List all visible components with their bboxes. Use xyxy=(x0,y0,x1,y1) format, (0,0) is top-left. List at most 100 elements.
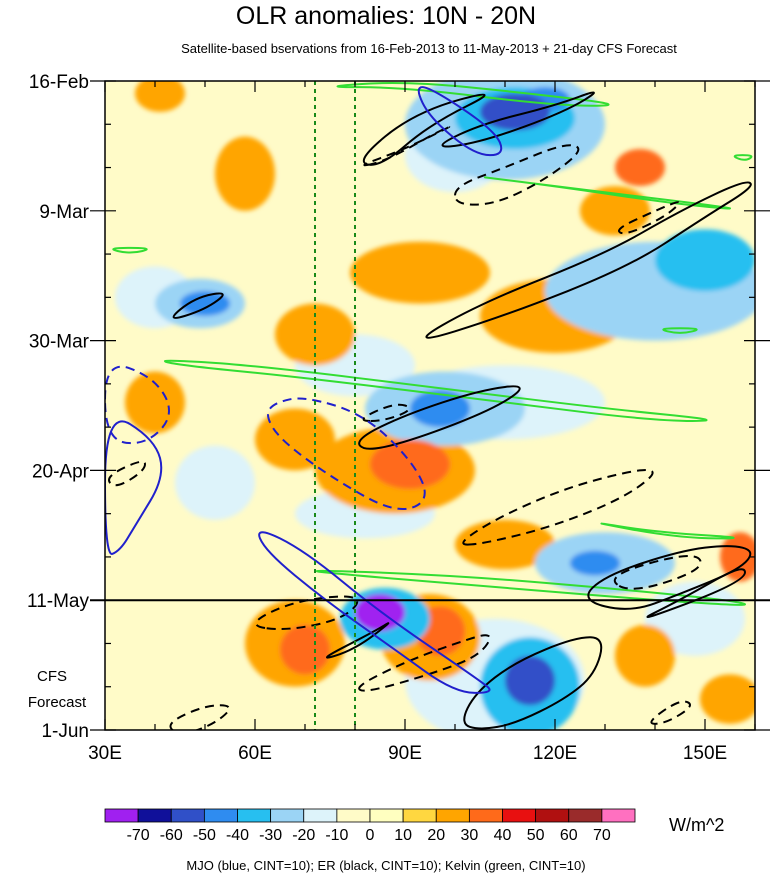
y-tick-label: 20-Apr xyxy=(32,461,90,482)
olr-anomaly-blob xyxy=(370,439,450,489)
colorbar-tick-label: 70 xyxy=(593,827,611,844)
colorbar-swatch xyxy=(237,808,272,823)
olr-anomaly-blob xyxy=(125,371,185,434)
er-contour xyxy=(172,292,224,319)
er-contour xyxy=(587,545,752,610)
mjo-contour xyxy=(105,365,170,445)
colorbar-tick-label: -40 xyxy=(226,827,249,844)
colorbar-tick-label: -30 xyxy=(259,827,282,844)
er-contour xyxy=(650,700,691,725)
er-contour xyxy=(363,125,451,167)
olr-anomaly-blob xyxy=(655,229,755,292)
y-tick-label: 11-May xyxy=(27,591,89,612)
er-contour xyxy=(362,93,486,166)
er-contour xyxy=(358,634,491,692)
er-contour xyxy=(358,385,521,450)
kelvin-contour xyxy=(483,176,731,210)
mjo-contour xyxy=(417,86,503,157)
kelvin-contour xyxy=(112,246,148,254)
mjo-contour xyxy=(267,397,426,511)
colorbar-swatch xyxy=(601,808,636,823)
olr-anomaly-blob xyxy=(480,93,550,131)
chart-subtitle: Satellite-based bservations from 16-Feb-… xyxy=(181,41,677,56)
colorbar-swatch xyxy=(203,808,238,823)
er-contour xyxy=(169,704,230,730)
colorbar-swatch xyxy=(402,808,437,823)
forecast-label-line2: Forecast xyxy=(28,694,87,711)
colorbar-swatch xyxy=(270,808,305,823)
er-contour xyxy=(326,622,390,659)
kelvin-contour xyxy=(662,327,698,334)
colorbar-tick-label: -60 xyxy=(160,827,183,844)
olr-anomaly-blob xyxy=(280,624,330,675)
colorbar-tick-label: 20 xyxy=(427,827,445,844)
olr-anomaly-blob xyxy=(700,674,755,724)
colorbar-swatch xyxy=(369,808,404,823)
olr-anomaly-blob xyxy=(175,445,255,520)
x-tick-label: 30E xyxy=(88,743,122,764)
colorbar-swatch xyxy=(170,808,205,823)
er-contour xyxy=(108,460,147,487)
olr-anomaly-blob xyxy=(135,81,185,112)
er-contour xyxy=(425,181,752,339)
colorbar-tick-label: 10 xyxy=(394,827,412,844)
y-tick-label: 9-Mar xyxy=(39,202,89,223)
olr-anomaly-blob xyxy=(615,624,675,687)
colorbar-tick-label: -10 xyxy=(325,827,348,844)
y-tick-label: 16-Feb xyxy=(29,72,89,93)
olr-anomaly-blob xyxy=(570,550,620,576)
mjo-contour xyxy=(105,420,163,555)
colorbar-tick-label: 50 xyxy=(527,827,545,844)
olr-anomaly-blob xyxy=(275,303,355,366)
colorbar-swatch xyxy=(568,808,603,823)
colorbar-tick-label: -70 xyxy=(127,827,150,844)
colorbar-swatch xyxy=(336,808,371,823)
olr-anomaly-blob xyxy=(505,655,555,706)
olr-anomaly-blob xyxy=(615,148,665,187)
olr-anomaly-blob xyxy=(255,408,335,471)
colorbar-swatch xyxy=(468,808,503,823)
x-tick-label: 60E xyxy=(238,743,272,764)
er-contour xyxy=(362,403,410,422)
er-contour xyxy=(613,555,702,590)
er-contour xyxy=(618,201,680,235)
olr-anomaly-blob xyxy=(215,136,275,211)
kelvin-contour xyxy=(336,82,610,107)
colorbar-tick-label: 60 xyxy=(560,827,578,844)
forecast-label-line1: CFS xyxy=(37,668,67,685)
olr-anomaly-blob xyxy=(355,594,405,632)
colorbar-tick-label: -20 xyxy=(292,827,315,844)
kelvin-contour xyxy=(164,359,708,422)
colorbar-swatch xyxy=(104,808,139,823)
er-contour xyxy=(441,91,595,148)
olr-anomaly-blob xyxy=(720,532,755,582)
colorbar-swatch xyxy=(137,808,172,823)
olr-anomaly-blob xyxy=(350,241,490,304)
er-contour xyxy=(462,469,654,546)
chart-title: OLR anomalies: 10N - 20N xyxy=(235,2,537,30)
er-contour xyxy=(646,568,747,619)
x-tick-label: 150E xyxy=(683,743,727,764)
olr-anomaly-blob xyxy=(180,291,230,316)
kelvin-contour xyxy=(733,154,753,161)
colorbar-tick-label: -50 xyxy=(193,827,216,844)
colorbar-tick-label: 40 xyxy=(494,827,512,844)
contour-legend: MJO (blue, CINT=10); ER (black, CINT=10)… xyxy=(186,858,586,873)
y-tick-label: 1-Jun xyxy=(41,721,89,742)
er-contour xyxy=(453,144,580,206)
kelvin-contour xyxy=(600,522,735,540)
colorbar-swatch xyxy=(502,808,537,823)
colorbar-swatch xyxy=(303,808,338,823)
colorbar-units: W/m^2 xyxy=(669,815,725,835)
plot-frame xyxy=(104,80,756,731)
x-tick-label: 120E xyxy=(533,743,577,764)
colorbar-swatch xyxy=(435,808,470,823)
colorbar-tick-label: 30 xyxy=(460,827,478,844)
colorbar-swatch xyxy=(535,808,570,823)
mjo-contour xyxy=(258,531,491,694)
colorbar-tick-label: 0 xyxy=(366,827,375,844)
x-tick-label: 90E xyxy=(388,743,422,764)
kelvin-contour xyxy=(315,569,746,606)
y-tick-label: 30-Mar xyxy=(29,332,90,353)
